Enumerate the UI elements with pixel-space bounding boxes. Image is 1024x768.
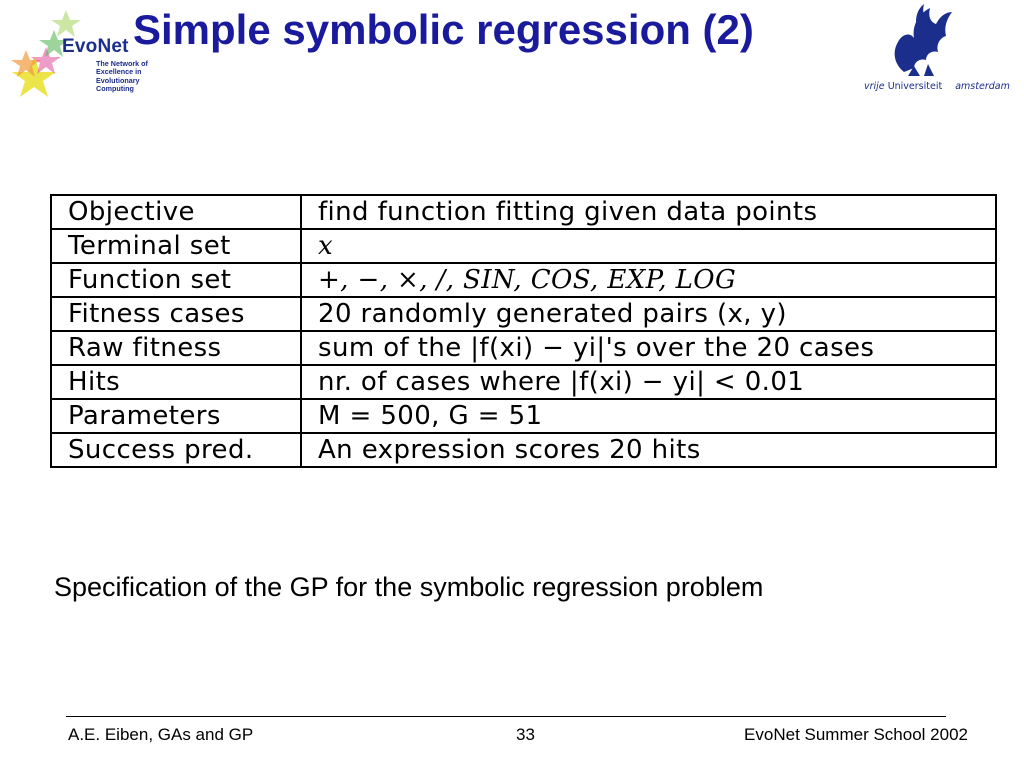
param-value: x xyxy=(300,228,997,264)
vu-wordmark: vrije Universiteit amsterdam xyxy=(864,81,1010,92)
vu-wordmark-vrije: vrije xyxy=(864,81,885,92)
param-name: Hits xyxy=(50,364,302,400)
table-row: Success pred. An expression scores 20 hi… xyxy=(50,432,997,468)
param-value: find function fitting given data points xyxy=(300,194,997,230)
vu-wordmark-universiteit: Universiteit xyxy=(887,81,943,92)
param-name: Success pred. xyxy=(50,432,302,468)
table-row: Terminal set x xyxy=(50,228,997,264)
param-value: +, −, ×, /, SIN, COS, EXP, LOG xyxy=(300,262,997,298)
gp-spec-table: Objective find function fitting given da… xyxy=(50,194,997,468)
param-name: Terminal set xyxy=(50,228,302,264)
param-value: nr. of cases where |f(xi) − yi| < 0.01 xyxy=(300,364,997,400)
param-name: Function set xyxy=(50,262,302,298)
footer-author: A.E. Eiben, GAs and GP xyxy=(68,725,254,744)
evonet-name: EvoNet xyxy=(62,36,129,57)
evonet-logo: EvoNet The Network of Excellence in Evol… xyxy=(4,2,154,102)
table-row: Function set +, −, ×, /, SIN, COS, EXP, … xyxy=(50,262,997,298)
param-name: Fitness cases xyxy=(50,296,302,332)
param-value: An expression scores 20 hits xyxy=(300,432,997,468)
vu-griffin-logo-icon xyxy=(894,4,952,76)
vu-wordmark-amsterdam: amsterdam xyxy=(955,81,1010,92)
table-caption: Specification of the GP for the symbolic… xyxy=(54,572,764,602)
footer-page-number: 33 xyxy=(516,725,535,744)
table-row: Raw fitness sum of the |f(xi) − yi|'s ov… xyxy=(50,330,997,366)
evonet-tagline: The Network of Excellence in Evolutionar… xyxy=(96,59,148,94)
table-row: Objective find function fitting given da… xyxy=(50,194,997,230)
vu-logo: vrije Universiteit amsterdam xyxy=(862,2,1022,98)
table-row: Parameters M = 500, G = 51 xyxy=(50,398,997,434)
param-value: sum of the |f(xi) − yi|'s over the 20 ca… xyxy=(300,330,997,366)
evonet-star-logo-icon xyxy=(11,10,81,97)
footer-divider xyxy=(66,716,946,717)
table-row: Hits nr. of cases where |f(xi) − yi| < 0… xyxy=(50,364,997,400)
param-value: M = 500, G = 51 xyxy=(300,398,997,434)
param-name: Raw fitness xyxy=(50,330,302,366)
slide-title: Simple symbolic regression (2) xyxy=(133,6,754,53)
param-name: Parameters xyxy=(50,398,302,434)
table-row: Fitness cases 20 randomly generated pair… xyxy=(50,296,997,332)
footer-event: EvoNet Summer School 2002 xyxy=(744,725,968,744)
param-value: 20 randomly generated pairs (x, y) xyxy=(300,296,997,332)
param-name: Objective xyxy=(50,194,302,230)
